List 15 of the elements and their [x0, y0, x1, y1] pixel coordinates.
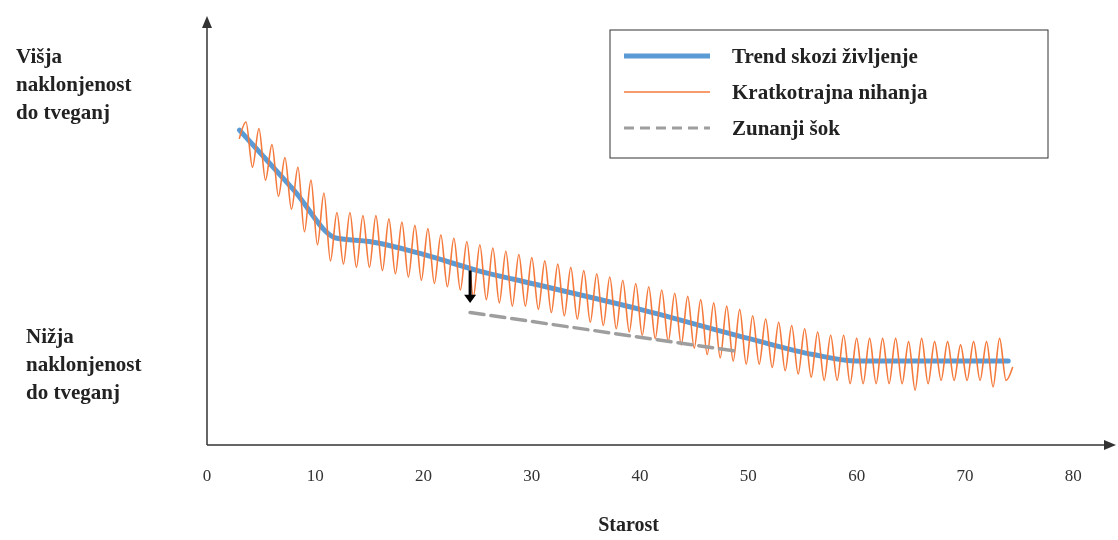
text: Nižja naklonjenost do tveganj: [26, 324, 142, 404]
x-tick-label: 30: [523, 466, 541, 485]
legend-label: Zunanji šok: [732, 116, 841, 140]
legend-label: Kratkotrajna nihanja: [732, 80, 928, 104]
x-tick-label: 80: [1064, 466, 1082, 485]
x-tick-label: 70: [956, 466, 974, 485]
text: Višja naklonjenost do tveganj: [16, 44, 132, 124]
x-tick-label: 0: [202, 466, 212, 485]
x-tick-label: 40: [631, 466, 649, 485]
x-tick-label: 50: [739, 466, 757, 485]
x-axis-title: Starost: [598, 513, 660, 535]
x-tick-label: 10: [306, 466, 324, 485]
x-tick-label: 20: [415, 466, 433, 485]
x-tick-label: 60: [848, 466, 866, 485]
legend-label: Trend skozi življenje: [732, 44, 918, 68]
